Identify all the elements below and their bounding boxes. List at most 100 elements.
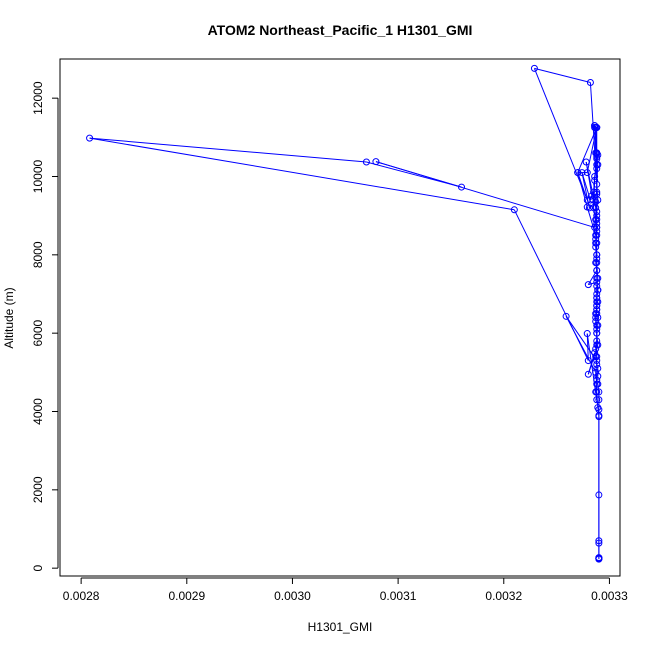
x-tick-label: 0.0033 xyxy=(591,589,628,603)
series-line-segment xyxy=(89,137,367,163)
data-point xyxy=(372,158,380,166)
series-line-segment xyxy=(375,161,595,228)
data-point xyxy=(595,537,603,545)
data-point xyxy=(458,183,466,191)
data-point xyxy=(591,349,599,357)
data-point xyxy=(583,169,591,177)
data-point xyxy=(595,539,603,547)
series-line-segment xyxy=(595,262,598,271)
data-point xyxy=(591,176,599,184)
y-axis: 0 2000 4000 6000 8000 10000 12000 xyxy=(31,81,59,572)
x-tick-label: 0.0028 xyxy=(63,589,100,603)
data-point xyxy=(592,243,600,251)
data-point xyxy=(593,376,601,384)
data-point xyxy=(594,314,602,321)
data-point xyxy=(593,388,601,396)
data-point xyxy=(594,286,602,294)
data-point xyxy=(583,196,591,204)
data-point xyxy=(593,353,601,361)
data-point xyxy=(593,306,601,314)
x-tick-label: 0.0031 xyxy=(380,589,417,603)
data-point xyxy=(562,312,570,320)
data-point xyxy=(593,180,601,188)
y-tick-label: 12000 xyxy=(31,81,45,115)
data-point xyxy=(594,161,602,169)
data-point xyxy=(578,169,586,177)
data-point xyxy=(574,169,582,177)
data-point xyxy=(584,357,592,365)
data-point xyxy=(593,220,601,227)
data-point xyxy=(595,411,603,419)
y-tick-label: 0 xyxy=(31,565,45,572)
data-point xyxy=(591,122,599,130)
data-point xyxy=(593,274,601,282)
x-tick-label: 0.0029 xyxy=(168,589,205,603)
data-point xyxy=(593,310,601,318)
series-line-segment xyxy=(533,68,588,201)
data-point xyxy=(592,204,600,212)
data-point xyxy=(593,341,601,349)
data-point xyxy=(595,491,603,499)
data-point xyxy=(592,317,600,325)
data-point xyxy=(593,278,601,286)
series-line-segment xyxy=(513,209,589,361)
data-point xyxy=(593,149,601,157)
series-line-segment xyxy=(89,137,515,211)
data-point xyxy=(593,321,601,329)
data-point xyxy=(584,370,592,378)
data-point xyxy=(593,357,601,365)
data-point xyxy=(593,255,601,263)
data-point xyxy=(510,206,518,214)
data-point xyxy=(592,314,600,321)
y-tick-label: 10000 xyxy=(31,159,45,193)
y-tick-label: 8000 xyxy=(31,241,45,268)
data-point xyxy=(593,337,601,345)
data-point xyxy=(592,235,600,243)
data-point xyxy=(593,380,601,388)
data-point xyxy=(593,282,601,290)
data-point xyxy=(593,329,601,337)
data-point xyxy=(583,330,591,338)
data-point xyxy=(86,134,94,142)
data-point xyxy=(594,364,602,372)
chart-title: ATOM2 Northeast_Pacific_1 H1301_GMI xyxy=(208,22,473,38)
data-point xyxy=(593,153,601,161)
data-point xyxy=(593,188,601,196)
data-point xyxy=(591,124,599,132)
data-point xyxy=(593,267,601,274)
data-point xyxy=(593,231,601,239)
x-tick-label: 0.0032 xyxy=(485,589,522,603)
data-point xyxy=(584,281,592,289)
data-point xyxy=(593,298,601,306)
data-point xyxy=(595,555,603,563)
data-point xyxy=(582,158,590,166)
data-point xyxy=(592,345,600,353)
data-point xyxy=(590,204,598,212)
data-point xyxy=(593,325,601,333)
data-point xyxy=(591,173,599,180)
series-line-segment xyxy=(577,172,588,201)
y-tick-label: 4000 xyxy=(31,398,45,425)
data-point xyxy=(593,251,601,259)
series-line-segment xyxy=(596,278,599,291)
data-point xyxy=(593,302,601,310)
data-point xyxy=(592,216,600,224)
data-point xyxy=(594,196,602,204)
data-point xyxy=(589,195,597,203)
data-series-layer xyxy=(86,64,603,563)
data-point xyxy=(595,396,603,404)
x-tick-label: 0.0030 xyxy=(274,589,311,603)
data-point xyxy=(593,290,601,298)
data-point xyxy=(593,361,601,368)
series-line-segment xyxy=(534,67,591,83)
series-line-segment xyxy=(597,407,600,416)
data-point xyxy=(530,64,538,72)
data-point xyxy=(593,165,601,173)
data-point xyxy=(593,396,601,404)
data-point xyxy=(594,404,602,412)
plot-area-frame xyxy=(59,58,621,577)
data-point xyxy=(593,223,601,231)
data-point xyxy=(593,294,601,302)
data-point xyxy=(586,79,594,86)
data-point xyxy=(362,158,370,166)
